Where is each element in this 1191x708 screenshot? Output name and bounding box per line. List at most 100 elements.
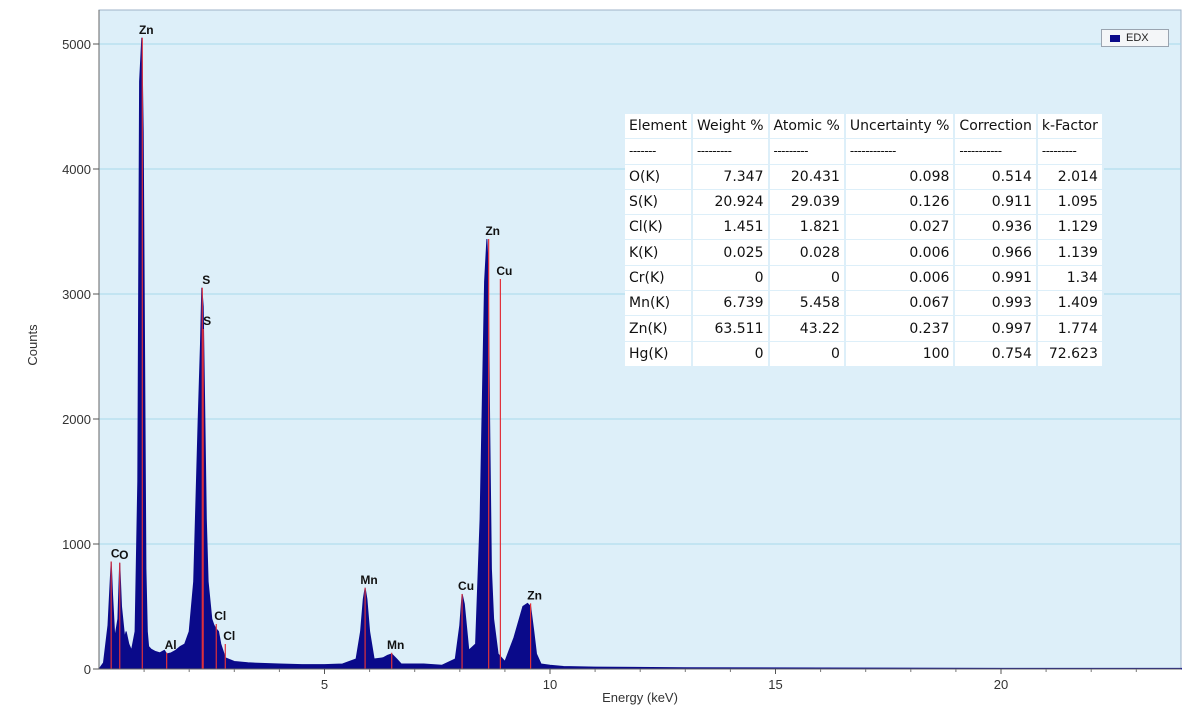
table-cell: 1.774 — [1036, 315, 1104, 342]
table-cell: 0.006 — [844, 265, 956, 292]
table-cell: 0.028 — [768, 239, 846, 266]
table-header-cell: Atomic % — [768, 114, 846, 140]
table-cell: 1.139 — [1036, 239, 1104, 266]
table-header-cell: Weight % — [691, 114, 770, 140]
table-dash-cell: ----------- — [954, 138, 1038, 165]
table-cell: O(K) — [625, 164, 693, 190]
table-dash-cell: --------- — [768, 138, 846, 165]
table-cell: 0.966 — [954, 239, 1038, 266]
composition-table: Element Weight % Atomic % Uncertainty % Corr… — [625, 114, 1104, 367]
table-cell: 0.006 — [844, 239, 956, 266]
table-cell: 0.993 — [954, 290, 1038, 317]
peak-label-6: Cl — [214, 609, 226, 623]
table-cell: S(K) — [625, 189, 693, 216]
table-dash-cell: ------- — [625, 138, 693, 165]
table-cell: 0.754 — [954, 341, 1038, 367]
table-cell: 0 — [768, 341, 846, 367]
legend-label-edx: EDX — [1126, 32, 1149, 44]
peak-label-10: Cu — [458, 579, 474, 593]
table-row: Cl(K) 1.451 1.821 0.027 0.936 1.129 — [625, 214, 1104, 241]
y-tick-label-0: 0 — [84, 662, 91, 677]
table-dash-cell: --------- — [1036, 138, 1104, 165]
table-header-cell: Uncertainty % — [844, 114, 956, 140]
peak-label-2: Zn — [139, 23, 154, 37]
table-cell: 0.911 — [954, 189, 1038, 216]
x-axis-title: Energy (keV) — [602, 690, 678, 705]
table-row: Hg(K) 0 0 100 0.754 72.623 — [625, 341, 1104, 367]
peak-label-7: Cl — [223, 629, 235, 643]
table-row: Mn(K) 6.739 5.458 0.067 0.993 1.409 — [625, 290, 1104, 317]
peak-label-9: Mn — [387, 638, 404, 652]
x-axis-ticks: 5 10 15 20 — [143, 669, 1137, 692]
table-cell: 100 — [844, 341, 956, 367]
table-row: O(K) 7.347 20.431 0.098 0.514 2.014 — [625, 164, 1104, 190]
table-cell: 0.027 — [844, 214, 956, 241]
table-cell: 0.098 — [844, 164, 956, 190]
table-dash-row: ------- --------- --------- ------------ ---… — [625, 138, 1104, 165]
table-cell: 1.451 — [691, 214, 770, 241]
table-cell: 1.095 — [1036, 189, 1104, 216]
table-cell: 0.997 — [954, 315, 1038, 342]
table-header-cell: Correction — [954, 114, 1038, 140]
table-cell: 20.924 — [691, 189, 770, 216]
y-tick-label-1: 1000 — [62, 537, 91, 552]
table-cell: Cr(K) — [625, 265, 693, 292]
table-cell: 20.431 — [768, 164, 846, 190]
table-row: Zn(K) 63.511 43.22 0.237 0.997 1.774 — [625, 315, 1104, 342]
table-cell: 72.623 — [1036, 341, 1104, 367]
chart-legend: EDX — [1101, 29, 1169, 47]
x-tick-label-1: 10 — [543, 677, 557, 692]
table-cell: 0 — [691, 265, 770, 292]
x-tick-label-3: 20 — [994, 677, 1008, 692]
table-header-cell: Element — [625, 114, 693, 140]
peak-label-8: Mn — [360, 573, 377, 587]
x-tick-label-2: 15 — [768, 677, 782, 692]
table-cell: 43.22 — [768, 315, 846, 342]
table-cell: 0.936 — [954, 214, 1038, 241]
table-dash-cell: ------------ — [844, 138, 956, 165]
table-cell: 0.025 — [691, 239, 770, 266]
y-tick-label-5: 5000 — [62, 37, 91, 52]
table-header-row: Element Weight % Atomic % Uncertainty % Corr… — [625, 114, 1104, 140]
y-tick-label-3: 3000 — [62, 287, 91, 302]
y-axis-title: Counts — [25, 324, 40, 366]
table-cell: 0.514 — [954, 164, 1038, 190]
table-cell: 0.126 — [844, 189, 956, 216]
table-row: S(K) 20.924 29.039 0.126 0.911 1.095 — [625, 189, 1104, 216]
table-cell: 29.039 — [768, 189, 846, 216]
table-cell: 0 — [691, 341, 770, 367]
y-axis-ticks: 0 1000 2000 3000 4000 5000 — [62, 37, 99, 677]
table-cell: 1.129 — [1036, 214, 1104, 241]
table-cell: 1.821 — [768, 214, 846, 241]
peak-label-12: Cu — [496, 264, 512, 278]
legend-swatch-edx — [1110, 34, 1120, 42]
table-cell: 0 — [768, 265, 846, 292]
table-cell: 63.511 — [691, 315, 770, 342]
grid-lines — [99, 43, 1181, 545]
table-cell: 0.991 — [954, 265, 1038, 292]
peak-label-4: S — [202, 273, 210, 287]
peak-label-1: O — [119, 548, 128, 562]
table-cell: 0.067 — [844, 290, 956, 317]
table-cell: Cl(K) — [625, 214, 693, 241]
table-cell: 1.409 — [1036, 290, 1104, 317]
table-cell: 7.347 — [691, 164, 770, 190]
x-tick-label-0: 5 — [321, 677, 328, 692]
peak-labels: C O Zn Al S S Cl Cl Mn Mn Cu Zn Cu Zn — [110, 23, 542, 669]
table-cell: K(K) — [625, 239, 693, 266]
y-tick-label-4: 4000 — [62, 162, 91, 177]
peak-label-11: Zn — [485, 224, 500, 238]
peak-label-0: C — [111, 547, 120, 561]
table-cell: 5.458 — [768, 290, 846, 317]
table-header-cell: k-Factor — [1036, 114, 1104, 140]
table-row: K(K) 0.025 0.028 0.006 0.966 1.139 — [625, 239, 1104, 266]
table-cell: Zn(K) — [625, 315, 693, 342]
table-cell: 2.014 — [1036, 164, 1104, 190]
y-tick-label-2: 2000 — [62, 412, 91, 427]
peak-label-13: Zn — [527, 588, 542, 602]
table-dash-cell: --------- — [691, 138, 770, 165]
table-cell: 1.34 — [1036, 265, 1104, 292]
peak-label-5: S — [203, 314, 211, 328]
table-row: Cr(K) 0 0 0.006 0.991 1.34 — [625, 265, 1104, 292]
table-cell: 6.739 — [691, 290, 770, 317]
